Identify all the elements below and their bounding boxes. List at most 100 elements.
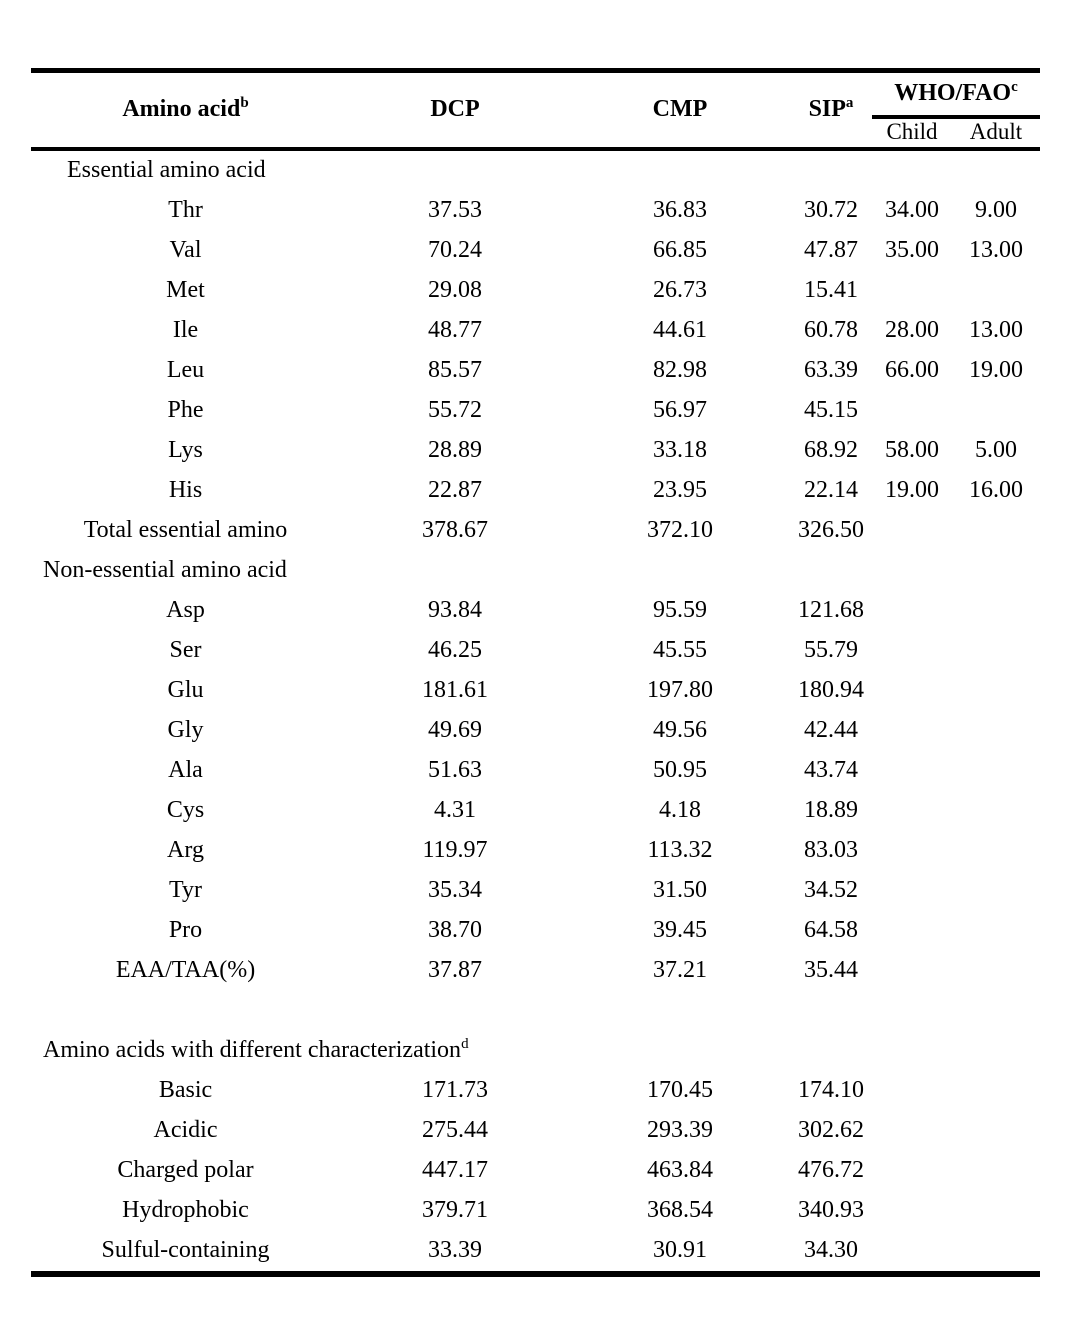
value-cell: 66.85 — [653, 237, 707, 263]
value-cell: 293.39 — [647, 1117, 713, 1143]
row-label: Leu — [166, 357, 205, 383]
row-label: Ser — [169, 637, 202, 663]
value-cell: 4.18 — [659, 797, 701, 823]
value-cell: 48.77 — [428, 317, 482, 343]
value-cell: 34.30 — [804, 1237, 858, 1263]
table-body: Essential amino acid Thr 37.53 36.83 30.72 34… — [31, 149, 1040, 1274]
value-cell: 31.50 — [653, 877, 707, 903]
value-cell — [872, 511, 952, 551]
value-cell: 119.97 — [422, 837, 488, 863]
table-row: Gly 49.69 49.56 42.44 — [31, 711, 1040, 751]
value-cell: 49.56 — [653, 717, 707, 743]
value-cell: 19.00 — [969, 357, 1023, 383]
value-cell: 28.89 — [428, 437, 482, 463]
value-cell: 43.74 — [804, 757, 858, 783]
row-label: Lys — [168, 437, 203, 463]
table-row: Basic 171.73 170.45 174.10 — [31, 1071, 1040, 1111]
row-label: Val — [169, 237, 202, 263]
row-label: Ala — [168, 757, 203, 783]
sip-header-superscript: a — [845, 95, 854, 112]
who-fao-header-label: WHO/FAO — [894, 80, 1012, 107]
value-cell — [952, 791, 1040, 831]
column-header-child: Child — [872, 117, 952, 149]
table-row: Ala 51.63 50.95 43.74 — [31, 751, 1040, 791]
value-cell: 302.62 — [798, 1117, 864, 1143]
table-row: Ile 48.77 44.61 60.78 28.00 13.00 — [31, 311, 1040, 351]
value-cell: 58.00 — [885, 437, 939, 463]
value-cell: 379.71 — [422, 1197, 488, 1223]
row-label: His — [168, 477, 203, 503]
spacer-row — [31, 991, 1040, 1031]
value-cell: 30.72 — [804, 197, 858, 223]
row-label: Hydrophobic — [122, 1197, 249, 1223]
row-label: EAA/TAA(%) — [115, 957, 256, 983]
value-cell: 68.92 — [804, 437, 858, 463]
table-row: Met 29.08 26.73 15.41 — [31, 271, 1040, 311]
table-row: Charged polar 447.17 463.84 476.72 — [31, 1151, 1040, 1191]
value-cell — [872, 751, 952, 791]
table-row: Arg 119.97 113.32 83.03 — [31, 831, 1040, 871]
amino-acid-header-label: Amino acid — [122, 96, 241, 123]
row-label: Total essential amino — [83, 517, 288, 543]
value-cell — [872, 271, 952, 311]
section-label: Non-essential amino acid — [43, 557, 287, 583]
value-cell: 340.93 — [798, 1197, 864, 1223]
value-cell — [872, 791, 952, 831]
value-cell: 13.00 — [969, 237, 1023, 263]
value-cell: 63.39 — [804, 357, 858, 383]
row-label: Gly — [167, 717, 204, 743]
value-cell: 180.94 — [798, 677, 864, 703]
header-row-sub: Child Adult — [31, 117, 1040, 149]
table-row: EAA/TAA(%) 37.87 37.21 35.44 — [31, 951, 1040, 991]
value-cell: 4.31 — [434, 797, 476, 823]
value-cell — [952, 1111, 1040, 1151]
table-row: Phe 55.72 56.97 45.15 — [31, 391, 1040, 431]
value-cell: 47.87 — [804, 237, 858, 263]
table-row: Asp 93.84 95.59 121.68 — [31, 591, 1040, 631]
value-cell: 60.78 — [804, 317, 858, 343]
value-cell: 66.00 — [885, 357, 939, 383]
row-label: Charged polar — [117, 1157, 254, 1183]
row-label: Sulful-containing — [101, 1237, 270, 1263]
row-label: Asp — [166, 597, 205, 623]
value-cell: 85.57 — [428, 357, 482, 383]
value-cell: 5.00 — [975, 437, 1017, 463]
value-cell — [952, 271, 1040, 311]
value-cell: 372.10 — [647, 517, 713, 543]
value-cell: 29.08 — [428, 277, 482, 303]
value-cell: 93.84 — [428, 597, 482, 623]
value-cell — [952, 1191, 1040, 1231]
value-cell — [872, 831, 952, 871]
value-cell — [952, 951, 1040, 991]
amino-acid-header-superscript: b — [240, 95, 249, 112]
row-label: Basic — [158, 1077, 213, 1103]
value-cell: 121.68 — [798, 597, 864, 623]
dcp-header-label: DCP — [430, 96, 480, 123]
value-cell: 56.97 — [653, 397, 707, 423]
value-cell — [952, 1231, 1040, 1274]
value-cell: 36.83 — [653, 197, 707, 223]
row-label: Thr — [168, 197, 203, 223]
value-cell: 378.67 — [422, 517, 488, 543]
row-label: Met — [166, 277, 205, 303]
value-cell: 34.52 — [804, 877, 858, 903]
value-cell: 64.58 — [804, 917, 858, 943]
value-cell — [952, 391, 1040, 431]
value-cell: 45.15 — [804, 397, 858, 423]
value-cell: 42.44 — [804, 717, 858, 743]
column-header-who-fao: WHO/FAOc — [872, 70, 1040, 119]
table-row: Acidic 275.44 293.39 302.62 — [31, 1111, 1040, 1151]
value-cell: 35.00 — [885, 237, 939, 263]
value-cell: 38.70 — [428, 917, 482, 943]
value-cell: 113.32 — [647, 837, 713, 863]
column-header-amino-acid: Amino acidb — [31, 71, 340, 149]
value-cell — [952, 711, 1040, 751]
value-cell: 476.72 — [798, 1157, 864, 1183]
value-cell: 35.44 — [804, 957, 858, 983]
spacer-cell — [31, 991, 1040, 1031]
value-cell: 368.54 — [647, 1197, 713, 1223]
value-cell: 95.59 — [653, 597, 707, 623]
table-row: Tyr 35.34 31.50 34.52 — [31, 871, 1040, 911]
value-cell: 326.50 — [798, 517, 864, 543]
